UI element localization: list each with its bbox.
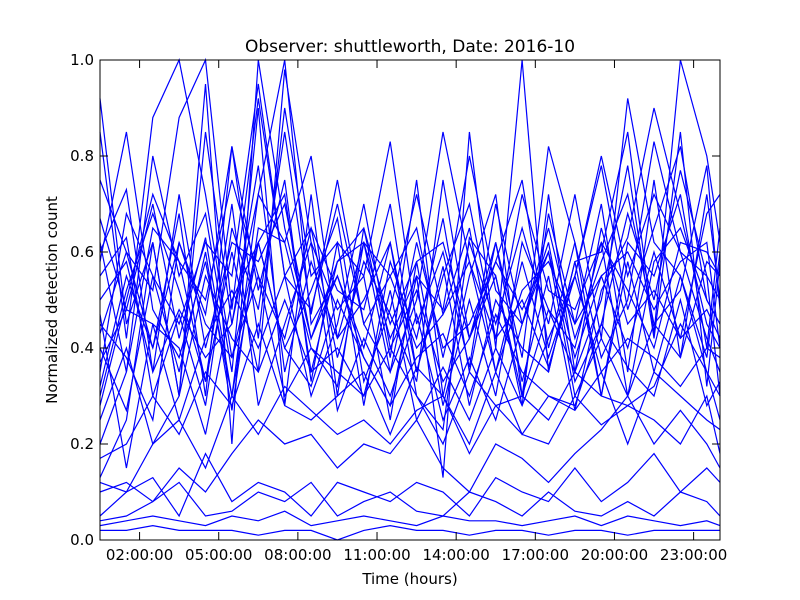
y-tick-label: 1.0 (70, 51, 94, 69)
x-tick-label: 14:00:00 (422, 546, 489, 564)
y-axis-label: Normalized detection count (43, 196, 61, 404)
series-line-28 (99, 131, 721, 397)
series-line-22 (99, 194, 721, 373)
series-line-13 (99, 240, 721, 469)
x-axis: 02:00:00 05:00:00 08:00:00 11:00:00 14:00:00… (106, 60, 727, 564)
series-line-17 (99, 394, 721, 503)
series-layer (99, 57, 721, 541)
series-line-19 (99, 481, 721, 522)
x-tick-label: 20:00:00 (581, 546, 648, 564)
y-tick-label: 0.8 (70, 147, 94, 165)
series-line-8 (99, 194, 721, 413)
chart-title: Observer: shuttleworth, Date: 2016-10 (245, 37, 575, 57)
x-tick-label: 23:00:00 (660, 546, 727, 564)
series-line-15 (99, 322, 721, 459)
series-line-24 (99, 107, 721, 406)
y-axis: 0.0 0.2 0.4 0.6 0.8 1.0 (70, 51, 720, 549)
series-line-20 (99, 510, 721, 527)
series-line-7 (99, 131, 721, 406)
y-tick-label: 0.2 (70, 435, 94, 453)
series-line-16 (99, 385, 721, 493)
y-tick-label: 0.0 (70, 531, 94, 549)
series-line-21 (100, 524, 720, 541)
x-axis-label: Time (hours) (361, 570, 457, 588)
series-line-6 (99, 141, 721, 387)
series-line-10 (99, 203, 721, 423)
y-tick-label: 0.4 (70, 339, 94, 357)
series-line-27 (99, 179, 721, 406)
x-tick-label: 05:00:00 (185, 546, 252, 564)
x-tick-label: 11:00:00 (343, 546, 410, 564)
series-line-5 (99, 58, 721, 384)
x-tick-label: 08:00:00 (264, 546, 331, 564)
y-tick-label: 0.6 (70, 243, 94, 261)
series-line-26 (99, 98, 721, 397)
series-line-23 (99, 107, 721, 406)
series-line-1 (99, 59, 721, 478)
x-tick-label: 17:00:00 (502, 546, 569, 564)
plot-frame (99, 59, 721, 541)
x-tick-label: 02:00:00 (106, 546, 173, 564)
series-line-25 (99, 83, 721, 397)
series-line-18 (99, 452, 721, 518)
